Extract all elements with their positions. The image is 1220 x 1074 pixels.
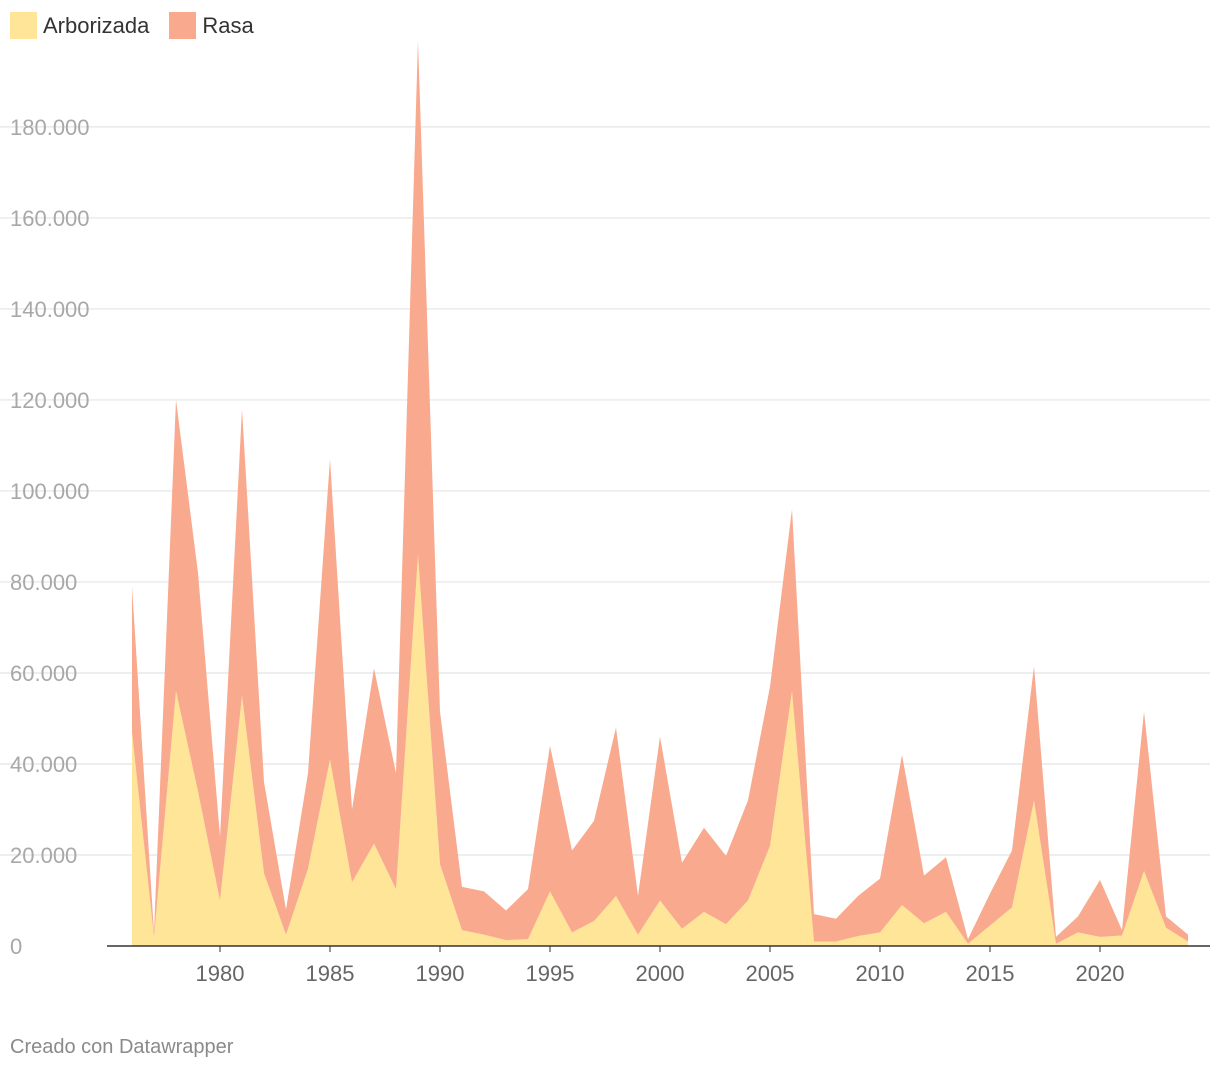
y-tick-label: 120.000 xyxy=(10,388,90,413)
x-tick-label: 2020 xyxy=(1076,961,1125,986)
x-tick-label: 2015 xyxy=(966,961,1015,986)
legend: Arborizada Rasa xyxy=(10,12,254,39)
x-tick-label: 1980 xyxy=(196,961,245,986)
credit-text: Creado con Datawrapper xyxy=(10,1036,234,1058)
y-tick-label: 80.000 xyxy=(10,570,77,595)
y-tick-label: 180.000 xyxy=(10,115,90,140)
y-axis-tick-labels: 0 20.000 40.000 60.000 80.000 100.000 120.000 1… xyxy=(10,115,90,959)
area-series-rasa xyxy=(132,40,1188,944)
x-tick-label: 1995 xyxy=(526,961,575,986)
y-tick-label: 160.000 xyxy=(10,206,90,231)
legend-swatch-arborizada xyxy=(10,12,37,39)
y-tick-label: 140.000 xyxy=(10,297,90,322)
area-series xyxy=(132,40,1188,946)
x-tick-label: 1990 xyxy=(416,961,465,986)
y-tick-label: 0 xyxy=(10,934,22,959)
legend-item-rasa: Rasa xyxy=(169,12,254,39)
legend-label-arborizada: Arborizada xyxy=(43,12,150,38)
legend-label-rasa: Rasa xyxy=(202,12,254,38)
y-tick-label: 20.000 xyxy=(10,843,77,868)
x-tick-label: 2005 xyxy=(746,961,795,986)
x-tick-label: 2000 xyxy=(636,961,685,986)
x-tick-label: 2010 xyxy=(856,961,905,986)
legend-item-arborizada: Arborizada xyxy=(10,12,149,39)
y-tick-label: 60.000 xyxy=(10,661,77,686)
area-series-arborizada xyxy=(132,554,1188,946)
area-chart: 0 20.000 40.000 60.000 80.000 100.000 120.000 1… xyxy=(0,40,1210,986)
x-axis-tick-labels: 1980 1985 1990 1995 2000 2005 2010 2015 2020 xyxy=(196,946,1125,986)
x-tick-label: 1985 xyxy=(306,961,355,986)
y-tick-label: 100.000 xyxy=(10,479,90,504)
legend-swatch-rasa xyxy=(169,12,197,39)
y-tick-label: 40.000 xyxy=(10,752,77,777)
